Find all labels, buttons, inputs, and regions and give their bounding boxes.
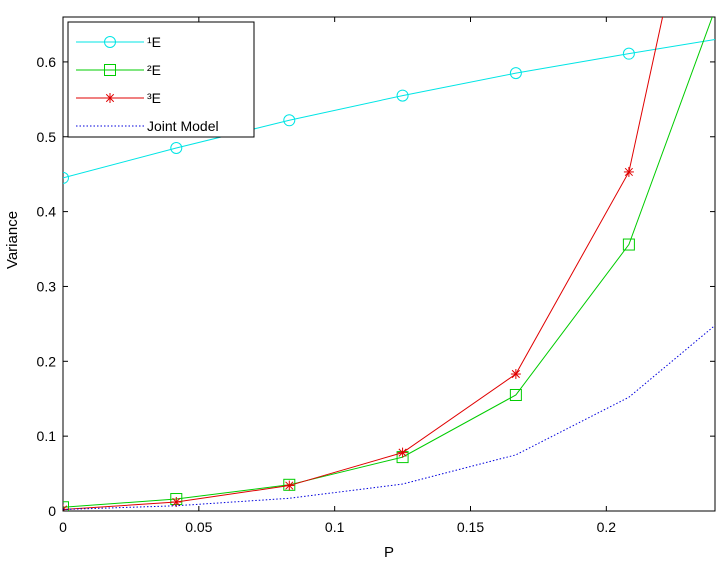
legend-label: ³E (147, 90, 161, 106)
series-line (63, 38, 715, 179)
series-3 (63, 17, 664, 511)
star-marker (105, 93, 115, 103)
square-marker (509, 388, 522, 401)
y-tick-label: 0.2 (37, 353, 57, 369)
legend-box (67, 21, 255, 138)
x-tick-label: 0.05 (185, 519, 212, 535)
circle-marker (63, 171, 69, 184)
legend-entry: ¹E (76, 34, 161, 50)
ticks-layer: 0 0.05 0.1 0.15 0.2 0 0.1 0.2 0.3 0.4 0.5 0.6 (37, 17, 715, 535)
x-tick-label: 0.15 (457, 519, 484, 535)
star-marker (284, 480, 295, 491)
x-tick-label: 0.1 (325, 519, 345, 535)
legend-label: ²E (147, 62, 161, 78)
legend-label: Joint Model (147, 118, 219, 134)
y-tick-label: 0 (48, 503, 56, 519)
circle-marker (170, 141, 183, 154)
square-marker (622, 238, 635, 251)
series-1 (63, 38, 715, 184)
y-tick-label: 0.1 (37, 428, 57, 444)
star-marker (63, 504, 68, 511)
legend-entry: Joint Model (76, 118, 219, 134)
circle-marker (396, 89, 409, 102)
circle-marker (104, 36, 116, 48)
x-axis-label: P (384, 544, 394, 561)
series-4 (63, 324, 715, 510)
y-tick-label: 0.4 (37, 204, 57, 220)
y-tick-label: 0.5 (37, 129, 57, 145)
legend: ¹E ²E ³E Joint Model (67, 21, 255, 138)
legend-entry: ³E (76, 90, 161, 106)
x-tick-label: 0.2 (597, 519, 617, 535)
y-tick-label: 0.3 (37, 278, 57, 294)
x-tick-label: 0 (59, 519, 67, 535)
circle-marker (622, 47, 635, 60)
square-marker (63, 501, 69, 511)
y-tick-label: 0.6 (37, 54, 57, 70)
star-marker (510, 369, 521, 380)
series-layer (63, 17, 715, 511)
star-marker (623, 166, 634, 177)
square-marker (104, 64, 116, 76)
series-line (63, 324, 715, 510)
y-axis-label: Variance (4, 211, 21, 269)
legend-label: ¹E (147, 34, 161, 50)
legend-entry: ²E (76, 62, 161, 78)
star-marker (397, 447, 408, 458)
circle-marker (283, 114, 296, 127)
circle-marker (509, 67, 522, 80)
